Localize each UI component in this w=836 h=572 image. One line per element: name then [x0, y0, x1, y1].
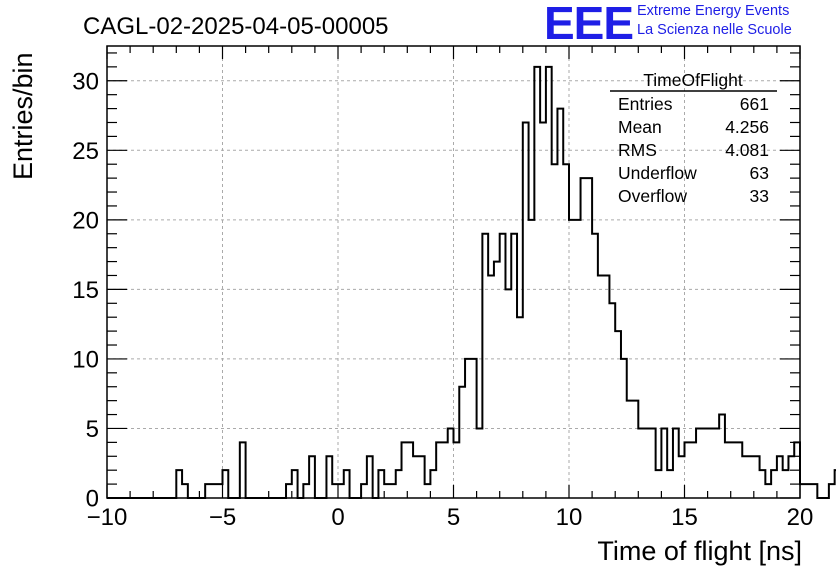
x-tick-label: 20: [787, 504, 814, 531]
eee-logo-text: Extreme Energy Events La Scienza nelle S…: [637, 2, 792, 40]
eee-logo: EEE: [544, 0, 634, 49]
y-tick-label: 25: [72, 138, 99, 165]
y-tick-label: 20: [72, 207, 99, 234]
stats-row-label: Underflow: [618, 163, 697, 183]
stats-row-label: Overflow: [618, 186, 687, 206]
stats-box-name: TimeOfFlight: [643, 70, 743, 90]
x-tick-label: 15: [671, 504, 698, 531]
stats-row-label: RMS: [618, 140, 657, 160]
y-tick-label: 10: [72, 346, 99, 373]
x-tick-label: 5: [447, 504, 460, 531]
y-tick-labels: 0 5 10 15 20 25 30: [72, 68, 99, 512]
x-tick-label: 0: [331, 504, 344, 531]
x-tick-label: 10: [556, 504, 583, 531]
run-title: CAGL-02-2025-04-05-00005: [83, 13, 389, 40]
x-tick-label: −5: [209, 504, 236, 531]
stats-row-value: 4.256: [725, 117, 769, 137]
logo-line-2: La Scienza nelle Scuole: [637, 22, 792, 38]
x-tick-labels: −10 −5 0 5 10 15 20: [87, 504, 814, 531]
stats-box: TimeOfFlight Entries 661 Mean 4.256 RMS 4.081…: [610, 70, 777, 206]
stats-row-value: 4.081: [725, 140, 769, 160]
axis-ticks: [106, 46, 801, 499]
stats-row-value: 63: [750, 163, 769, 183]
stats-row-value: 33: [750, 186, 769, 206]
y-tick-label: 15: [72, 277, 99, 304]
grid-lines: [107, 46, 800, 498]
x-axis-label: Time of flight [ns]: [597, 536, 802, 566]
y-axis-label: Entries/bin: [8, 52, 38, 180]
x-tick-label: −10: [87, 504, 128, 531]
stats-row-label: Mean: [618, 117, 662, 137]
logo-line-1: Extreme Energy Events: [637, 3, 790, 19]
stats-row-label: Entries: [618, 94, 673, 114]
y-tick-label: 5: [86, 416, 99, 443]
y-tick-label: 0: [86, 486, 99, 513]
y-tick-label: 30: [72, 68, 99, 95]
stats-row-value: 661: [740, 94, 769, 114]
